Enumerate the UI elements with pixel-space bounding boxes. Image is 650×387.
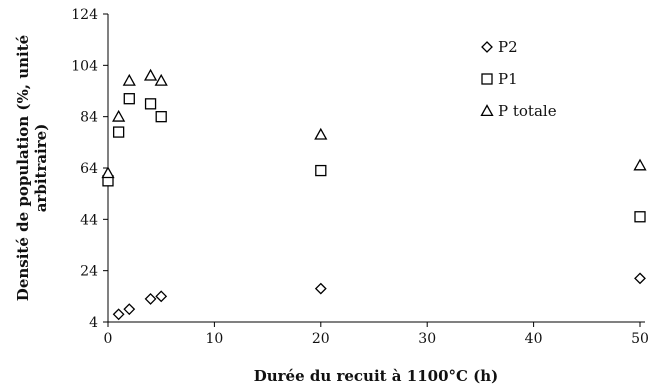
y-axis-title-line-2: arbitraire): [32, 124, 50, 213]
data-point-p-totale: [101, 166, 115, 179]
data-point-p1: [144, 98, 157, 110]
data-point-p2: [144, 292, 157, 305]
y-tick-label: 64: [80, 161, 98, 177]
x-ticks: 0 10 20 30 40 50: [104, 322, 649, 347]
y-axis-title-line-1: Densité de population (%, unité: [14, 35, 32, 301]
y-ticks: 4 24 44 64 84 104 124: [71, 7, 108, 331]
data-point-p2: [112, 308, 125, 321]
data-point-p2: [314, 282, 327, 295]
plot-area: 0 10 20 30 40 50 4 24 44 64 84 104 124: [71, 7, 649, 347]
data-point-p1: [155, 111, 167, 123]
x-tick-label: 0: [104, 331, 113, 347]
x-tick-label: 50: [631, 331, 649, 347]
legend-items: [480, 41, 494, 117]
data-point-p-totale: [633, 158, 647, 171]
data-points: [101, 68, 647, 321]
legend-label-p1: P1: [498, 70, 518, 88]
data-point-p-totale: [154, 73, 168, 86]
data-point-p1: [112, 126, 125, 138]
legend-marker-p2: [481, 41, 493, 53]
x-tick-label: 10: [205, 331, 223, 347]
legend-label-p2: P2: [498, 38, 518, 56]
x-tick-label: 20: [312, 331, 330, 347]
data-point-p1: [123, 93, 135, 105]
data-point-p-totale: [143, 68, 158, 81]
data-point-p2: [123, 303, 136, 316]
legend-label-p-totale: P totale: [498, 102, 557, 120]
data-point-p1: [634, 211, 646, 223]
x-axis-title: Durée du recuit à 1100°C (h): [254, 367, 499, 385]
data-point-p-totale: [122, 73, 136, 86]
legend-marker-p1: [481, 73, 493, 85]
y-tick-label: 84: [80, 110, 98, 126]
data-point-p2: [634, 272, 646, 285]
x-tick-label: 30: [418, 331, 436, 347]
legend: P2 P1 P totale: [480, 38, 557, 120]
y-tick-label: 104: [71, 58, 98, 74]
x-tick-label: 40: [525, 331, 543, 347]
data-point-p-totale: [314, 127, 328, 140]
data-point-p2: [155, 290, 168, 303]
y-axis-title: Densité de population (%, unité arbitrai…: [14, 35, 50, 301]
y-tick-label: 124: [71, 7, 98, 23]
y-tick-label: 4: [89, 315, 98, 331]
data-point-p-totale: [112, 109, 126, 122]
data-point-p1: [315, 164, 327, 177]
y-tick-label: 24: [80, 264, 98, 280]
y-tick-label: 44: [80, 212, 98, 228]
legend-marker-p-totale: [480, 104, 494, 117]
